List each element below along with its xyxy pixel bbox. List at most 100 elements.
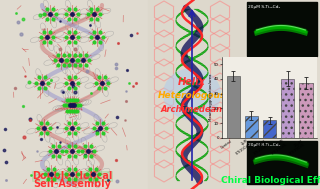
Text: 20μM R-Ti₁₀Cd₆: 20μM R-Ti₁₀Cd₆: [248, 143, 280, 147]
Polygon shape: [176, 44, 177, 45]
Polygon shape: [196, 36, 201, 37]
Polygon shape: [206, 23, 208, 24]
Bar: [245, 116, 258, 138]
Polygon shape: [176, 122, 177, 123]
Polygon shape: [196, 29, 201, 30]
Polygon shape: [179, 26, 183, 27]
Polygon shape: [182, 107, 187, 108]
Polygon shape: [195, 35, 200, 36]
Polygon shape: [206, 179, 208, 180]
Text: Double-Helical: Double-Helical: [32, 171, 112, 181]
Polygon shape: [199, 105, 204, 106]
Polygon shape: [181, 80, 186, 81]
Polygon shape: [178, 170, 181, 171]
Bar: [245, 0, 320, 189]
Polygon shape: [193, 112, 198, 113]
Polygon shape: [182, 10, 188, 11]
Polygon shape: [176, 173, 177, 174]
Polygon shape: [179, 130, 183, 131]
Polygon shape: [184, 166, 189, 167]
Polygon shape: [181, 115, 186, 116]
Polygon shape: [204, 15, 207, 16]
Polygon shape: [202, 65, 205, 66]
Polygon shape: [176, 153, 179, 154]
Polygon shape: [207, 21, 208, 22]
Polygon shape: [202, 91, 206, 92]
Polygon shape: [204, 76, 207, 77]
Polygon shape: [204, 171, 207, 172]
Polygon shape: [192, 34, 197, 35]
Y-axis label: Means aggregation/area: Means aggregation/area: [209, 74, 212, 121]
Polygon shape: [199, 28, 203, 29]
Polygon shape: [195, 139, 200, 140]
Polygon shape: [186, 161, 191, 162]
Polygon shape: [204, 180, 207, 181]
Polygon shape: [181, 106, 186, 107]
Polygon shape: [178, 118, 181, 119]
Polygon shape: [199, 168, 204, 169]
Polygon shape: [203, 92, 206, 93]
Polygon shape: [199, 157, 204, 158]
Polygon shape: [190, 85, 196, 86]
Polygon shape: [183, 88, 188, 89]
Polygon shape: [176, 23, 178, 24]
Text: Heterologous: Heterologous: [158, 91, 226, 101]
Bar: [148, 0, 245, 189]
Polygon shape: [180, 64, 184, 65]
Polygon shape: [176, 101, 179, 102]
Polygon shape: [177, 180, 180, 181]
Polygon shape: [194, 165, 199, 166]
Polygon shape: [176, 70, 177, 71]
Polygon shape: [203, 40, 206, 41]
Polygon shape: [179, 117, 182, 118]
Polygon shape: [187, 34, 192, 35]
Polygon shape: [183, 140, 188, 141]
Polygon shape: [202, 13, 205, 14]
Polygon shape: [206, 75, 208, 76]
Polygon shape: [207, 99, 208, 100]
Polygon shape: [178, 103, 181, 104]
Polygon shape: [194, 160, 199, 161]
Polygon shape: [176, 121, 177, 122]
Polygon shape: [203, 77, 206, 78]
Polygon shape: [177, 15, 180, 16]
Polygon shape: [177, 76, 180, 77]
Polygon shape: [176, 174, 177, 175]
Polygon shape: [203, 170, 206, 171]
Polygon shape: [200, 116, 204, 117]
Polygon shape: [188, 111, 194, 112]
Polygon shape: [177, 24, 180, 25]
Polygon shape: [176, 125, 177, 126]
Polygon shape: [204, 41, 207, 42]
Polygon shape: [198, 54, 203, 55]
Polygon shape: [198, 167, 203, 168]
Polygon shape: [179, 13, 182, 14]
Polygon shape: [181, 63, 186, 64]
Polygon shape: [176, 96, 177, 97]
Polygon shape: [188, 85, 194, 86]
Polygon shape: [177, 171, 180, 172]
Polygon shape: [200, 142, 204, 143]
Polygon shape: [205, 153, 208, 154]
Polygon shape: [195, 87, 200, 88]
Polygon shape: [205, 16, 208, 17]
Polygon shape: [198, 158, 203, 159]
Polygon shape: [207, 148, 208, 149]
Polygon shape: [176, 47, 177, 48]
Polygon shape: [182, 114, 188, 115]
Polygon shape: [203, 144, 206, 145]
Polygon shape: [207, 121, 208, 122]
Polygon shape: [194, 108, 199, 109]
Polygon shape: [190, 110, 196, 111]
Polygon shape: [194, 9, 199, 10]
Polygon shape: [198, 89, 203, 90]
Polygon shape: [195, 166, 200, 167]
Polygon shape: [207, 100, 208, 101]
Polygon shape: [176, 49, 179, 50]
Polygon shape: [197, 159, 202, 160]
Polygon shape: [181, 54, 186, 55]
Polygon shape: [178, 91, 182, 92]
Polygon shape: [205, 49, 208, 50]
Polygon shape: [184, 30, 189, 31]
Polygon shape: [202, 104, 205, 105]
